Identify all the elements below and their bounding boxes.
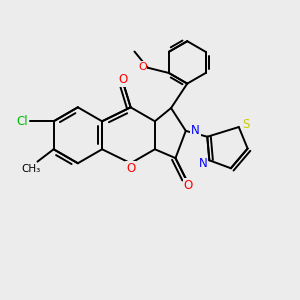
Text: O: O: [126, 162, 135, 175]
Text: O: O: [118, 73, 127, 86]
Text: O: O: [138, 61, 147, 71]
Text: N: N: [191, 124, 200, 137]
Text: N: N: [199, 157, 207, 170]
Text: Cl: Cl: [16, 115, 28, 128]
Text: CH₃: CH₃: [21, 164, 40, 174]
Text: S: S: [242, 118, 250, 130]
Text: O: O: [184, 179, 193, 192]
